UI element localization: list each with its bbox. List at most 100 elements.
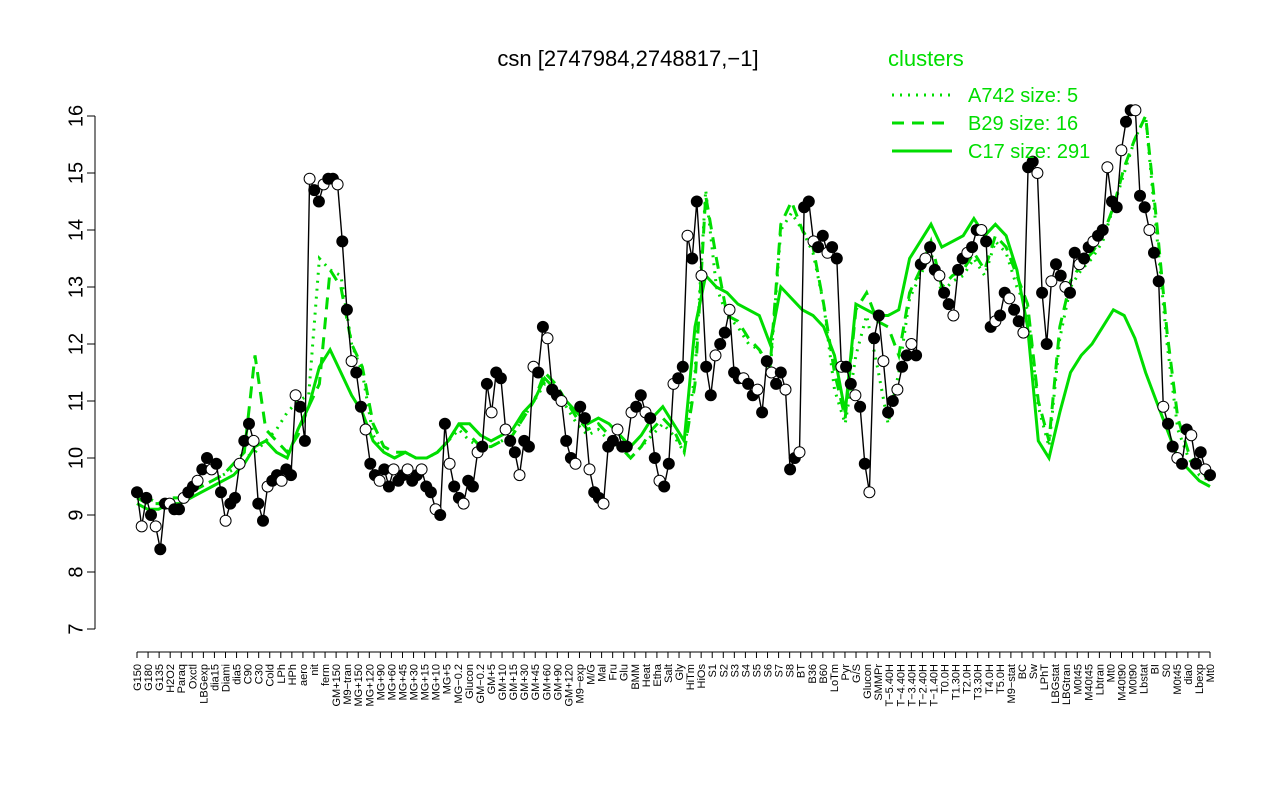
x-tick-label: MG+30 xyxy=(409,664,421,700)
x-tick-label: C90 xyxy=(243,664,255,684)
x-tick-label: nit xyxy=(309,664,321,676)
data-point xyxy=(1190,457,1202,470)
x-tick-label: MG+10 xyxy=(431,664,443,700)
data-point xyxy=(154,543,167,556)
data-point xyxy=(289,389,302,402)
data-point xyxy=(1166,440,1179,453)
data-point xyxy=(690,195,703,208)
data-point xyxy=(457,497,470,510)
data-point xyxy=(634,389,647,402)
data-point xyxy=(257,514,269,527)
x-tick-label: Fru xyxy=(608,664,620,681)
data-point xyxy=(359,423,372,436)
cluster-line-solid xyxy=(136,215,1211,511)
data-point xyxy=(331,178,344,191)
data-point xyxy=(345,355,358,368)
data-point xyxy=(947,309,960,322)
data-point xyxy=(980,235,993,248)
data-point xyxy=(1143,224,1156,236)
legend-label: C17 size: 291 xyxy=(968,141,1090,163)
x-tick-label: Pyr xyxy=(840,664,852,681)
data-point xyxy=(886,395,899,407)
x-tick-label: SMMPr xyxy=(873,664,885,701)
data-point xyxy=(508,446,521,459)
data-point xyxy=(779,383,792,396)
main-series xyxy=(131,104,1216,556)
x-tick-label: H2O2 xyxy=(165,664,177,693)
data-point xyxy=(942,298,955,311)
x-tick-label: Lbexp xyxy=(1194,664,1206,694)
x-axis: G150 G180 G135 H2O2 Paraq Oxctl LBGexp dia15 Dia… xyxy=(132,651,1217,707)
data-point xyxy=(350,366,363,379)
data-point xyxy=(812,241,825,254)
y-tick-label: 10 xyxy=(65,447,87,469)
data-point xyxy=(896,360,909,373)
x-tick-label: B36 xyxy=(807,664,819,684)
data-point xyxy=(247,434,260,447)
data-point xyxy=(387,463,400,476)
x-tick-label: G/S xyxy=(851,664,863,683)
data-point xyxy=(243,417,255,430)
data-point xyxy=(215,486,227,499)
data-point xyxy=(966,241,979,254)
x-tick-label: Paraq xyxy=(176,664,188,693)
data-point xyxy=(774,366,787,379)
data-point xyxy=(480,377,493,390)
x-tick-label: MG−0.2 xyxy=(453,664,465,703)
data-point xyxy=(252,497,265,510)
x-tick-label: aero xyxy=(298,664,310,686)
x-tick-label: GM+150 xyxy=(331,664,343,707)
x-tick-label: Mt0 xyxy=(1105,664,1117,682)
data-point xyxy=(700,360,713,373)
x-tick-label: LPhT xyxy=(1039,664,1051,691)
x-tick-label: Heat xyxy=(641,664,653,687)
x-tick-label: S6 xyxy=(763,664,775,677)
x-tick-label: T0.0H xyxy=(940,664,952,694)
data-point xyxy=(1204,469,1216,482)
data-point xyxy=(793,446,806,459)
x-tick-label: dia15 xyxy=(209,664,221,691)
x-tick-label: M0t45 xyxy=(1172,664,1184,695)
data-point xyxy=(1017,326,1030,339)
x-tick-label: dia5 xyxy=(232,664,244,685)
data-point xyxy=(868,332,881,345)
x-tick-label: Mal xyxy=(597,664,609,682)
data-point xyxy=(938,286,951,299)
data-point xyxy=(219,514,232,527)
x-tick-label: MG+15 xyxy=(420,664,432,700)
x-tick-label: S7 xyxy=(774,664,786,677)
data-point xyxy=(578,412,591,425)
data-point xyxy=(285,469,297,482)
data-point xyxy=(742,377,755,390)
x-tick-label: MG+150 xyxy=(353,664,365,707)
legend-label: B29 size: 16 xyxy=(968,113,1078,135)
data-point xyxy=(784,463,797,476)
x-tick-label: T3.30H xyxy=(973,664,985,700)
data-point xyxy=(401,463,414,476)
cluster-line-dashed xyxy=(136,110,1212,506)
data-point xyxy=(672,372,685,385)
x-tick-label: MG+5 xyxy=(442,664,454,694)
x-tick-label: BI xyxy=(1150,664,1162,674)
data-point xyxy=(770,377,783,390)
x-tick-label: T−1.40H xyxy=(928,664,940,707)
data-point xyxy=(294,400,307,413)
x-tick-label: Sw xyxy=(1028,664,1040,679)
data-point xyxy=(303,172,316,185)
data-point xyxy=(1003,292,1016,305)
data-point xyxy=(751,383,764,396)
x-tick-label: LoTm xyxy=(829,664,841,692)
data-point xyxy=(522,440,535,453)
x-tick-label: T4.0H xyxy=(984,664,996,694)
data-point xyxy=(1129,104,1142,117)
data-point xyxy=(364,457,377,470)
x-tick-label: G180 xyxy=(143,664,155,691)
data-point xyxy=(840,360,853,373)
x-tick-label: BT xyxy=(796,664,808,678)
data-point xyxy=(1026,155,1039,168)
data-point xyxy=(877,355,890,368)
data-point xyxy=(438,417,451,430)
data-point xyxy=(597,497,610,510)
x-tick-label: Cold xyxy=(265,664,277,687)
x-tick-label: M9−stat xyxy=(1006,664,1018,703)
